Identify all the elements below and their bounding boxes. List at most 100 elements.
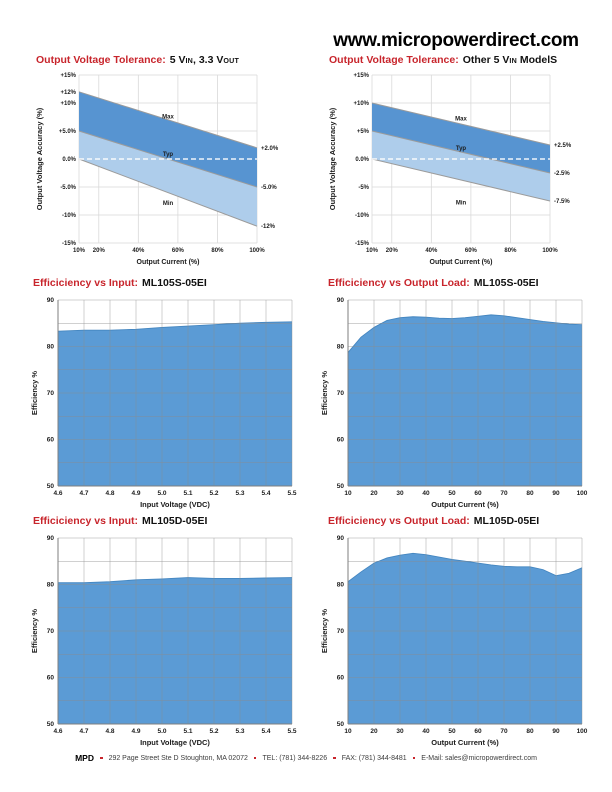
svg-text:70: 70 [337,390,345,397]
chart-block-tolerance-other: Output Voltage Tolerance: Other 5 VIN Mod… [326,54,594,275]
svg-text:Max: Max [162,114,174,120]
footer-tel: TEL: (781) 344-8226 [262,754,328,762]
svg-text:+10%: +10% [353,101,369,107]
svg-text:+15%: +15% [353,73,369,79]
chart-title-model: ML105S-05EI [473,277,539,289]
svg-text:10%: 10% [73,248,86,254]
chart-title-eff-input-d: Efficiciency vs Input: ML105D-05EI [33,515,300,528]
svg-text:70: 70 [47,628,55,635]
chart-title-model: ML105D-05EI [473,515,540,527]
svg-text:5.1: 5.1 [183,728,192,735]
svg-text:90: 90 [552,728,560,735]
footer-fax: FAX: (781) 344-8481 [341,754,407,762]
svg-text:80: 80 [47,344,55,351]
svg-text:Efficiency %: Efficiency % [30,371,39,416]
svg-text:-5.0%: -5.0% [60,185,76,191]
svg-text:80%: 80% [504,248,517,254]
svg-text:5.2: 5.2 [209,490,218,497]
chart-block-eff-input-s: Efficiciency vs Input: ML105S-05EI 90 80 70… [28,277,300,510]
svg-text:+5.0%: +5.0% [59,129,77,135]
svg-text:-15%: -15% [62,241,77,247]
svg-text:5.3: 5.3 [235,728,244,735]
svg-text:-12%: -12% [261,224,276,230]
svg-text:50: 50 [448,728,456,735]
svg-text:-10%: -10% [355,213,370,219]
svg-text:4.6: 4.6 [53,728,62,735]
svg-text:4.7: 4.7 [79,490,88,497]
svg-text:Efficiency %: Efficiency % [320,609,329,654]
chart-title-red: Output Voltage Tolerance: [36,54,166,66]
svg-text:-5.0%: -5.0% [261,185,277,191]
bullet-separator-icon [253,756,257,760]
svg-text:Input Voltage (VDC): Input Voltage (VDC) [140,500,210,509]
svg-text:60: 60 [337,675,345,682]
svg-text:Efficiency %: Efficiency % [30,609,39,654]
chart-title-eff-load-s: Efficiciency vs Output Load: ML105S-05EI [328,277,590,290]
svg-text:5.5: 5.5 [287,490,296,497]
svg-text:80%: 80% [211,248,224,254]
svg-text:80: 80 [337,582,345,589]
svg-text:20: 20 [370,728,378,735]
svg-text:100: 100 [577,490,588,497]
svg-text:Min: Min [456,201,467,207]
svg-text:70: 70 [500,490,508,497]
svg-text:4.7: 4.7 [79,728,88,735]
svg-text:90: 90 [337,535,345,542]
svg-text:70: 70 [47,390,55,397]
svg-text:20%: 20% [93,248,106,254]
svg-text:90: 90 [337,297,345,304]
svg-text:Output Current (%): Output Current (%) [430,259,493,266]
website-url: www.micropowerdirect.com [333,30,579,51]
svg-text:30: 30 [396,490,404,497]
svg-text:5.0: 5.0 [157,728,166,735]
svg-text:60: 60 [47,675,55,682]
bullet-separator-icon [99,756,103,760]
svg-text:20%: 20% [386,248,399,254]
svg-text:Typ: Typ [163,152,174,158]
svg-text:5.0: 5.0 [157,490,166,497]
svg-text:Min: Min [163,201,174,207]
chart-title-red: Efficiciency vs Output Load: [328,515,470,527]
chart-block-eff-load-s: Efficiciency vs Output Load: ML105S-05EI … [318,277,590,510]
chart-title-red: Efficiciency vs Input: [33,277,139,289]
tolerance-chart-other: +15% +10% +5% 0.0% -5% -10% -15% +2.5% -2.5% -7.5… [328,73,572,266]
svg-text:60: 60 [47,437,55,444]
svg-text:+12%: +12% [60,90,76,96]
svg-text:60: 60 [474,490,482,497]
svg-text:Output Voltage Accuracy (%): Output Voltage Accuracy (%) [328,107,337,210]
svg-text:-15%: -15% [355,241,370,247]
svg-text:10: 10 [344,490,352,497]
svg-text:100: 100 [577,728,588,735]
svg-text:50: 50 [448,490,456,497]
chart-block-eff-input-d: Efficiciency vs Input: ML105D-05EI 90 80 70… [28,515,300,748]
svg-text:90: 90 [47,297,55,304]
svg-text:5.4: 5.4 [261,490,270,497]
svg-text:+15%: +15% [60,73,76,79]
bullet-separator-icon [412,756,416,760]
svg-text:5.2: 5.2 [209,728,218,735]
chart-block-eff-load-d: Efficiciency vs Output Load: ML105D-05EI … [318,515,590,748]
svg-text:4.8: 4.8 [105,490,114,497]
svg-text:0.0%: 0.0% [355,157,369,163]
svg-text:Efficiency %: Efficiency % [320,371,329,416]
chart-block-tolerance-3v3: Output Voltage Tolerance: 5 VIN, 3.3 VOUT… [33,54,301,275]
chart-title-red: Efficiciency vs Output Load: [328,277,470,289]
svg-text:30: 30 [396,728,404,735]
footer: MPD 292 Page Street Ste D Stoughton, MA … [0,753,612,763]
chart-title-red: Efficiciency vs Input: [33,515,139,527]
svg-text:80: 80 [337,344,345,351]
svg-text:Typ: Typ [456,146,467,152]
chart-title-red: Output Voltage Tolerance: [329,54,459,66]
chart-title-model: ML105S-05EI [142,277,207,289]
chart-title-eff-input-s: Efficiciency vs Input: ML105S-05EI [33,277,300,290]
svg-text:4.8: 4.8 [105,728,114,735]
svg-text:+2.5%: +2.5% [554,143,572,149]
svg-text:Output Voltage Accuracy (%): Output Voltage Accuracy (%) [35,107,44,210]
svg-text:-10%: -10% [62,213,77,219]
svg-text:100%: 100% [249,248,265,254]
svg-text:60: 60 [337,437,345,444]
svg-text:+2.0%: +2.0% [261,146,279,152]
svg-text:Output Current (%): Output Current (%) [137,259,200,266]
